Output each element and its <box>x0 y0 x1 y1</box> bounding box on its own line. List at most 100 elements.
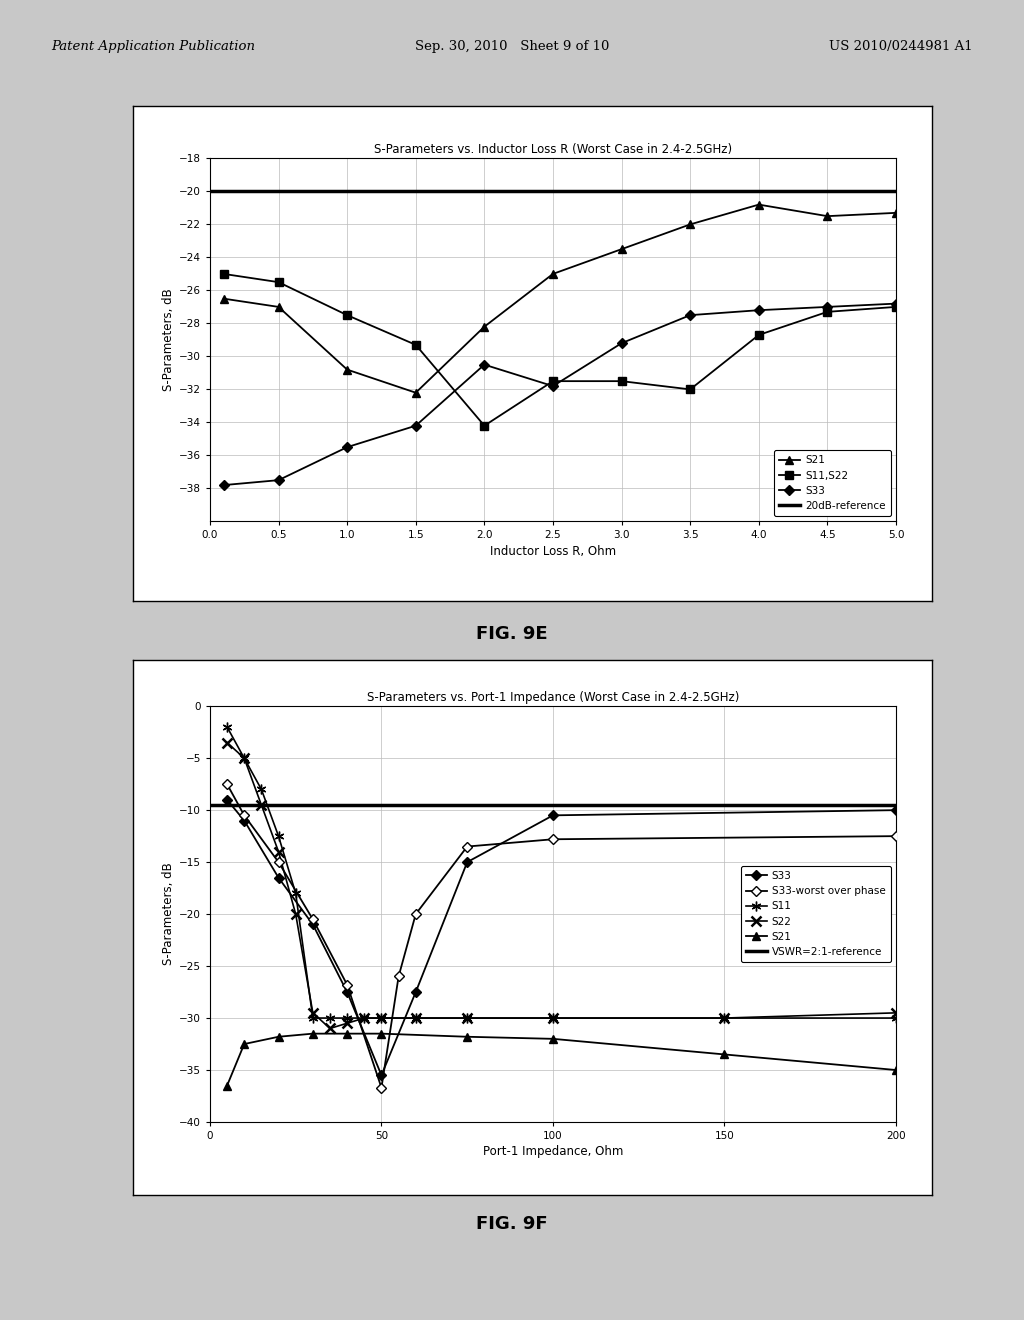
S21 <box>615 242 628 257</box>
S22 <box>410 1010 422 1026</box>
S33-worst over phase <box>272 854 285 870</box>
S11 <box>341 1010 353 1026</box>
S11 <box>547 1010 559 1026</box>
S22 <box>255 797 267 813</box>
S33 <box>307 916 319 932</box>
S11,S22 <box>615 374 628 389</box>
S33-worst over phase <box>410 906 422 921</box>
S33 <box>217 477 229 492</box>
S33 <box>410 985 422 1001</box>
S22 <box>221 735 233 751</box>
S11,S22 <box>410 337 422 352</box>
S33-worst over phase <box>392 969 404 985</box>
S33-worst over phase <box>461 838 473 854</box>
Line: S33: S33 <box>223 796 899 1078</box>
S33 <box>341 985 353 1001</box>
S33 <box>890 803 902 818</box>
S11,S22 <box>272 275 285 290</box>
S21 <box>684 216 696 232</box>
S33 <box>272 473 285 488</box>
Y-axis label: S-Parameters, dB: S-Parameters, dB <box>162 289 175 391</box>
S11,S22 <box>821 304 834 319</box>
S22 <box>358 1010 371 1026</box>
S11,S22 <box>684 381 696 397</box>
S33 <box>684 308 696 323</box>
X-axis label: Port-1 Impedance, Ohm: Port-1 Impedance, Ohm <box>482 1146 624 1158</box>
S33 <box>890 296 902 312</box>
Text: FIG. 9F: FIG. 9F <box>476 1214 548 1233</box>
S22 <box>341 1015 353 1031</box>
S33 <box>821 298 834 314</box>
S22 <box>238 750 251 766</box>
S21 <box>217 290 229 306</box>
X-axis label: Inductor Loss R, Ohm: Inductor Loss R, Ohm <box>489 545 616 557</box>
S22 <box>890 1005 902 1020</box>
S22 <box>324 1020 336 1036</box>
S21 <box>410 385 422 401</box>
S33 <box>341 440 353 455</box>
S33 <box>272 870 285 886</box>
S33 <box>615 335 628 351</box>
S22 <box>547 1010 559 1026</box>
S33 <box>547 808 559 824</box>
Line: S11: S11 <box>222 722 901 1023</box>
Legend: S33, S33-worst over phase, S11, S22, S21, VSWR=2:1-reference: S33, S33-worst over phase, S11, S22, S21… <box>740 866 891 962</box>
S22 <box>375 1010 387 1026</box>
S33 <box>238 813 251 829</box>
S11 <box>307 1010 319 1026</box>
S21 <box>272 1028 285 1044</box>
S21 <box>341 362 353 378</box>
S33 <box>753 302 765 318</box>
Line: S11,S22: S11,S22 <box>219 269 900 430</box>
Y-axis label: S-Parameters, dB: S-Parameters, dB <box>162 863 175 965</box>
S33-worst over phase <box>238 808 251 824</box>
S33-worst over phase <box>307 911 319 927</box>
Text: FIG. 9E: FIG. 9E <box>476 624 548 643</box>
S11 <box>324 1010 336 1026</box>
S33-worst over phase <box>547 832 559 847</box>
S21 <box>547 1031 559 1047</box>
S33 <box>410 417 422 433</box>
S33-worst over phase <box>890 828 902 843</box>
S11 <box>461 1010 473 1026</box>
S33-worst over phase <box>221 776 233 792</box>
S21 <box>461 1028 473 1044</box>
Title: S-Parameters vs. Inductor Loss R (Worst Case in 2.4-2.5GHz): S-Parameters vs. Inductor Loss R (Worst … <box>374 143 732 156</box>
S21 <box>547 267 559 282</box>
S22 <box>461 1010 473 1026</box>
Text: Patent Application Publication: Patent Application Publication <box>51 40 255 53</box>
S21 <box>478 319 490 335</box>
Legend: S21, S11,S22, S33, 20dB-reference: S21, S11,S22, S33, 20dB-reference <box>774 450 891 516</box>
S33 <box>221 792 233 808</box>
S21 <box>307 1026 319 1041</box>
S21 <box>341 1026 353 1041</box>
S21 <box>753 197 765 213</box>
Line: S22: S22 <box>222 738 901 1034</box>
S11,S22 <box>478 417 490 433</box>
S11 <box>221 719 233 735</box>
S11 <box>290 886 302 902</box>
S11 <box>358 1010 371 1026</box>
Text: US 2010/0244981 A1: US 2010/0244981 A1 <box>829 40 973 53</box>
S21 <box>821 209 834 224</box>
Line: S33: S33 <box>220 300 899 488</box>
S33 <box>461 854 473 870</box>
S11 <box>272 828 285 843</box>
S33-worst over phase <box>375 1080 387 1096</box>
Text: Sep. 30, 2010   Sheet 9 of 10: Sep. 30, 2010 Sheet 9 of 10 <box>415 40 609 53</box>
S33-worst over phase <box>341 977 353 993</box>
S22 <box>272 843 285 859</box>
S11,S22 <box>341 308 353 323</box>
S11,S22 <box>753 327 765 343</box>
Line: S21: S21 <box>223 1030 900 1089</box>
S33 <box>375 1068 387 1084</box>
Line: S21: S21 <box>220 201 900 396</box>
S22 <box>719 1010 731 1026</box>
Title: S-Parameters vs. Port-1 Impedance (Worst Case in 2.4-2.5GHz): S-Parameters vs. Port-1 Impedance (Worst… <box>367 690 739 704</box>
S22 <box>307 1005 319 1020</box>
S11 <box>890 1010 902 1026</box>
S11,S22 <box>890 298 902 314</box>
Line: S33-worst over phase: S33-worst over phase <box>223 780 899 1092</box>
S21 <box>238 1036 251 1052</box>
S21 <box>719 1047 731 1063</box>
